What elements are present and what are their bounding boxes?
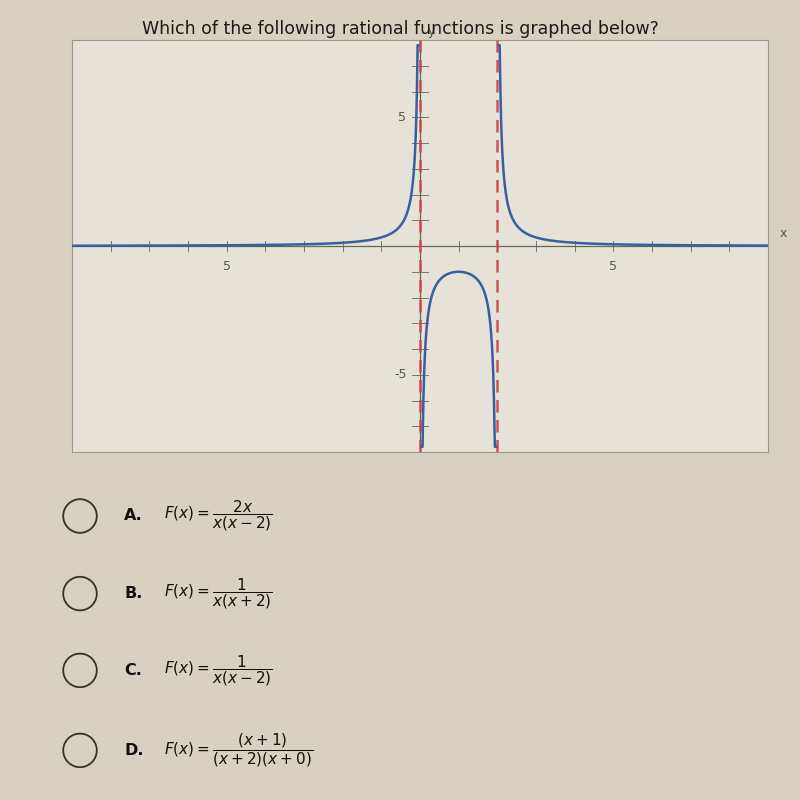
Text: -5: -5 [394,368,406,382]
Text: B.: B. [124,586,142,601]
Text: C.: C. [124,663,142,678]
Text: Which of the following rational functions is graphed below?: Which of the following rational function… [142,20,658,38]
Text: 5: 5 [610,260,618,273]
Text: 5: 5 [222,260,230,273]
Text: $F(x) = \dfrac{1}{x(x-2)}$: $F(x) = \dfrac{1}{x(x-2)}$ [164,653,273,688]
Text: D.: D. [124,743,143,758]
Text: A.: A. [124,509,142,523]
Text: y: y [428,25,435,38]
Text: $F(x) = \dfrac{1}{x(x+2)}$: $F(x) = \dfrac{1}{x(x+2)}$ [164,576,273,611]
Text: $F(x) = \dfrac{2x}{x(x-2)}$: $F(x) = \dfrac{2x}{x(x-2)}$ [164,498,273,534]
Text: 5: 5 [398,110,406,124]
Text: x: x [779,227,787,240]
Text: $F(x) = \dfrac{(x+1)}{(x+2)(x+0)}$: $F(x) = \dfrac{(x+1)}{(x+2)(x+0)}$ [164,731,313,770]
